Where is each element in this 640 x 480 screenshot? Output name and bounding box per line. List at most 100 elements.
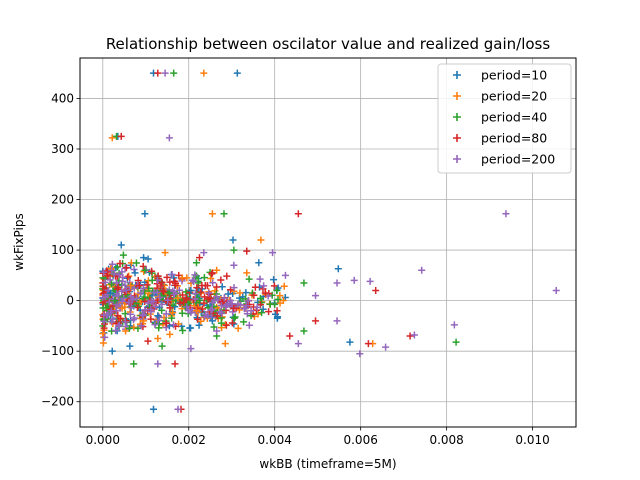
cluster-point xyxy=(195,321,203,329)
cluster-point xyxy=(108,267,116,275)
cluster-point xyxy=(126,310,134,318)
cluster-point xyxy=(129,316,137,324)
data-point xyxy=(230,261,238,269)
cluster-point xyxy=(150,289,158,297)
cluster-point xyxy=(130,314,138,322)
cluster-point xyxy=(200,299,208,307)
axis-ticks: 0.000 0.002 0.004 0.006 0.008 0.010 −200 −100 0 1… xyxy=(41,91,550,447)
data-point xyxy=(418,266,426,274)
data-point xyxy=(364,340,372,348)
cluster-point xyxy=(152,302,160,310)
data-point xyxy=(233,69,241,77)
cluster-point xyxy=(176,299,184,307)
data-point xyxy=(140,317,148,325)
cluster-point xyxy=(113,279,121,287)
cluster-point xyxy=(158,300,166,308)
cluster-point xyxy=(101,333,109,341)
data-point xyxy=(333,317,341,325)
cluster-point xyxy=(191,295,199,303)
cluster-point xyxy=(125,272,133,280)
data-point xyxy=(294,210,302,218)
cluster-point xyxy=(113,290,121,298)
cluster-point xyxy=(99,330,107,338)
data-point xyxy=(148,276,156,284)
data-point xyxy=(174,294,182,302)
data-point xyxy=(312,292,320,300)
cluster-point xyxy=(200,274,208,282)
cluster-point xyxy=(148,267,156,275)
cluster-point xyxy=(169,321,177,329)
data-point xyxy=(126,342,134,350)
data-point xyxy=(208,269,216,277)
cluster-point xyxy=(187,324,195,332)
cluster-point xyxy=(163,273,171,281)
cluster-point xyxy=(130,266,138,274)
data-point xyxy=(243,247,251,255)
cluster-point xyxy=(115,321,123,329)
x-tick-label: 0.010 xyxy=(515,433,549,447)
data-point xyxy=(141,266,149,274)
cluster-point xyxy=(99,339,107,347)
data-point xyxy=(346,338,354,346)
cluster-point xyxy=(132,295,140,303)
cluster-point xyxy=(108,318,116,326)
cluster-point xyxy=(157,282,165,290)
data-point xyxy=(269,249,277,257)
cluster-point xyxy=(256,275,264,283)
cluster-point xyxy=(119,277,127,285)
data-point xyxy=(300,279,308,287)
cluster-point xyxy=(100,317,108,325)
cluster-point xyxy=(240,318,248,326)
cluster-point xyxy=(227,297,235,305)
data-point xyxy=(110,360,118,368)
data-point xyxy=(119,251,127,259)
data-point xyxy=(131,269,139,277)
data-point xyxy=(372,287,380,295)
cluster-point xyxy=(251,283,259,291)
cluster-point xyxy=(231,313,239,321)
cluster-point xyxy=(208,305,216,313)
cluster-point xyxy=(112,326,120,334)
y-tick-label: −200 xyxy=(41,395,74,409)
cluster-point xyxy=(143,281,151,289)
data-point xyxy=(502,210,510,218)
cluster-point xyxy=(280,282,288,290)
y-tick-label: 200 xyxy=(51,193,74,207)
data-point xyxy=(127,281,135,289)
cluster-point xyxy=(106,276,114,284)
data-point xyxy=(234,324,242,332)
cluster-point xyxy=(230,314,238,322)
data-point xyxy=(141,210,149,218)
cluster-point xyxy=(164,296,172,304)
data-point xyxy=(300,327,308,335)
cluster-point xyxy=(169,309,177,317)
data-point xyxy=(273,287,281,295)
cluster-point xyxy=(137,322,145,330)
cluster-point xyxy=(175,286,183,294)
cluster-point xyxy=(245,275,253,283)
cluster-point xyxy=(273,307,281,315)
data-point xyxy=(281,271,289,279)
data-point xyxy=(154,69,162,77)
cluster-point xyxy=(144,299,152,307)
cluster-point xyxy=(206,290,214,298)
chart-title: Relationship between oscilator value and… xyxy=(106,35,551,53)
cluster-point xyxy=(158,278,166,286)
cluster-point xyxy=(125,298,133,306)
cluster-point xyxy=(133,303,141,311)
cluster-point xyxy=(100,268,108,276)
data-point xyxy=(350,276,358,284)
data-points xyxy=(99,69,560,413)
cluster-point xyxy=(207,306,215,314)
cluster-point xyxy=(201,293,209,301)
cluster-point xyxy=(224,290,232,298)
cluster-point xyxy=(242,289,250,297)
cluster-point xyxy=(99,293,107,301)
cluster-point xyxy=(139,262,147,270)
data-point xyxy=(178,274,186,282)
data-point xyxy=(200,249,208,257)
data-point xyxy=(243,269,251,277)
cluster-point xyxy=(105,298,113,306)
cluster-point xyxy=(213,283,221,291)
cluster-point xyxy=(217,276,225,284)
